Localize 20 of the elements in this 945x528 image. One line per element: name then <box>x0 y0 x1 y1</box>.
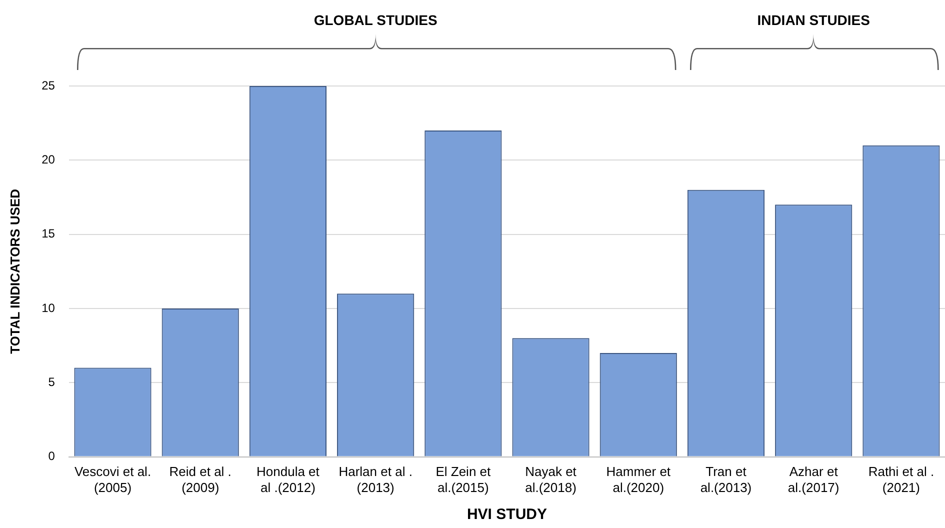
x-tick-label: Nayak et al.(2018) <box>525 464 577 495</box>
x-tick-label: Azhar et al.(2017) <box>788 464 840 495</box>
x-tick-label: El Zein et al.(2015) <box>436 464 492 495</box>
y-tick-label: 0 <box>48 449 56 464</box>
y-tick-label: 25 <box>42 78 56 92</box>
x-tick-label: Tran et al.(2013) <box>700 464 752 495</box>
y-tick-label: 5 <box>48 374 56 389</box>
x-axis-title: HVI STUDY <box>466 506 547 524</box>
x-tick-label: Reid et al . (2009) <box>169 464 232 495</box>
x-tick-label: Harlan et al . (2013) <box>338 464 412 495</box>
x-tick-label: Vescovi et al. (2005) <box>74 464 152 495</box>
x-tick-label: Rathi et al . (2021) <box>868 464 934 495</box>
y-tick-label: 10 <box>42 300 56 315</box>
x-tick-label: Hammer et al.(2020) <box>606 464 671 495</box>
text: INDIAN STUDIES <box>757 12 870 28</box>
text: GLOBAL STUDIES <box>314 12 438 28</box>
y-axis-title: TOTAL INDICATORS USED <box>7 188 22 354</box>
y-tick-label: 20 <box>42 152 56 166</box>
x-tick-label: Hondula et al .(2012) <box>256 464 320 495</box>
y-tick-label: 15 <box>42 226 56 241</box>
